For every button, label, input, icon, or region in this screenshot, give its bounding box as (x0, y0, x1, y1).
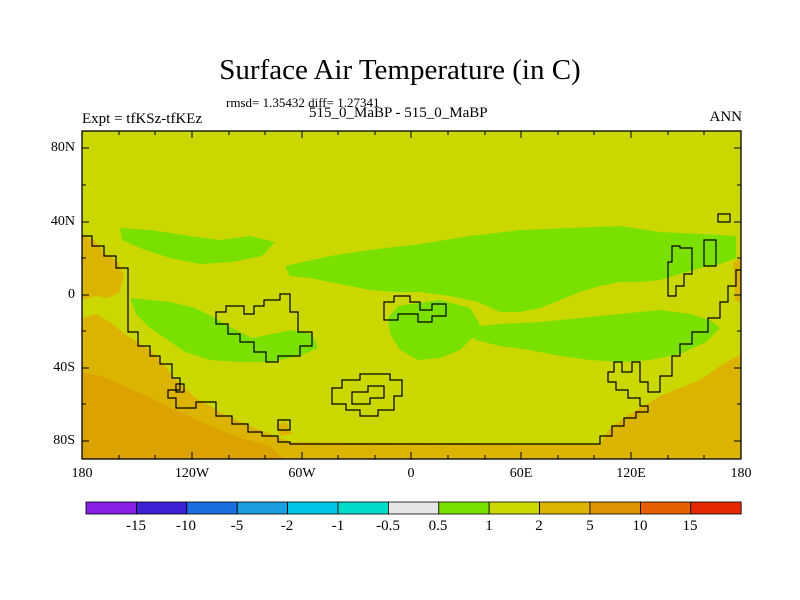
lon-label: 0 (407, 466, 415, 481)
contour-gulf (383, 295, 447, 323)
colorbar-box (287, 501, 339, 515)
field-band-1-2-atlantic (285, 226, 736, 312)
field-band-1-2-island (388, 300, 480, 360)
field-band-2-5-west-edge (82, 236, 124, 300)
lon-label: 120E (616, 466, 646, 481)
colorbar-label: -2 (280, 518, 294, 534)
lat-label: 80S (53, 433, 75, 448)
colorbar-label: -1 (331, 518, 345, 534)
colorbar-label: 10 (632, 518, 648, 534)
field-band-1-2-central (130, 298, 318, 362)
lon-label: 60E (509, 466, 533, 481)
colorbar-box (488, 501, 541, 515)
stats-line: rmsd= 1.35432 diff= 1.27341 (226, 95, 380, 110)
season-label: ANN (709, 109, 743, 125)
contour-central-continent (215, 293, 313, 363)
plot-title: Surface Air Temperature (in C) (219, 54, 581, 86)
contour-north-strip (667, 245, 693, 297)
contour-southwest-bits (175, 383, 185, 393)
lat-label: 40S (53, 360, 75, 375)
colorbar-box (690, 501, 742, 515)
runs-label: 515_0_MaBP - 515_0_MaBP (309, 105, 488, 121)
colorbar-label: -5 (230, 518, 244, 534)
contour-southern-blob-inner (351, 385, 385, 405)
colorbar-box (387, 501, 440, 515)
colorbar-box (85, 501, 137, 515)
lon-label: 60W (288, 466, 316, 481)
colorbar-label: 15 (682, 518, 698, 534)
field-band-5-10-south-left (82, 372, 284, 459)
lat-label: 80N (50, 140, 75, 155)
contour-east-block (703, 239, 717, 267)
colorbar-label: -15 (126, 518, 146, 534)
colorbar-label: -10 (176, 518, 196, 534)
colorbar-box (337, 501, 389, 515)
experiment-label: Expt = tfKSz-tfKEz (82, 111, 203, 127)
lat-label: 40N (50, 214, 75, 229)
colorbar-box (135, 501, 188, 515)
coastline-contours (82, 213, 741, 445)
colorbar-box (640, 501, 692, 515)
lon-label: 180 (730, 466, 752, 481)
colorbar-box (236, 501, 288, 515)
lat-label: 0 (68, 287, 75, 302)
colorbar-box (186, 501, 238, 515)
colorbar-label: 2 (535, 518, 543, 534)
contour-northeast-tiny (717, 213, 731, 223)
lon-label: 180 (71, 466, 93, 481)
contour-small-island (277, 419, 291, 431)
lon-label: 120W (174, 466, 210, 481)
contour-southern-blob (331, 373, 403, 417)
contour-south-continent (82, 235, 741, 445)
field-band-2-5-southpole (276, 422, 292, 436)
field-band-1-2-eastern (460, 310, 720, 362)
colorbar-label: 0.5 (428, 518, 448, 534)
colorbar-box (438, 501, 490, 515)
field-band-1-2-northern (120, 228, 275, 264)
colorbar-label: -0.5 (376, 518, 400, 534)
colorbar-label: 5 (586, 518, 594, 534)
map-field (82, 131, 741, 459)
colorbar-label: 1 (485, 518, 493, 534)
axis-ticks (81, 131, 742, 459)
colorbar-box (589, 501, 641, 515)
colorbar (85, 501, 742, 515)
colorbar-box (539, 501, 591, 515)
